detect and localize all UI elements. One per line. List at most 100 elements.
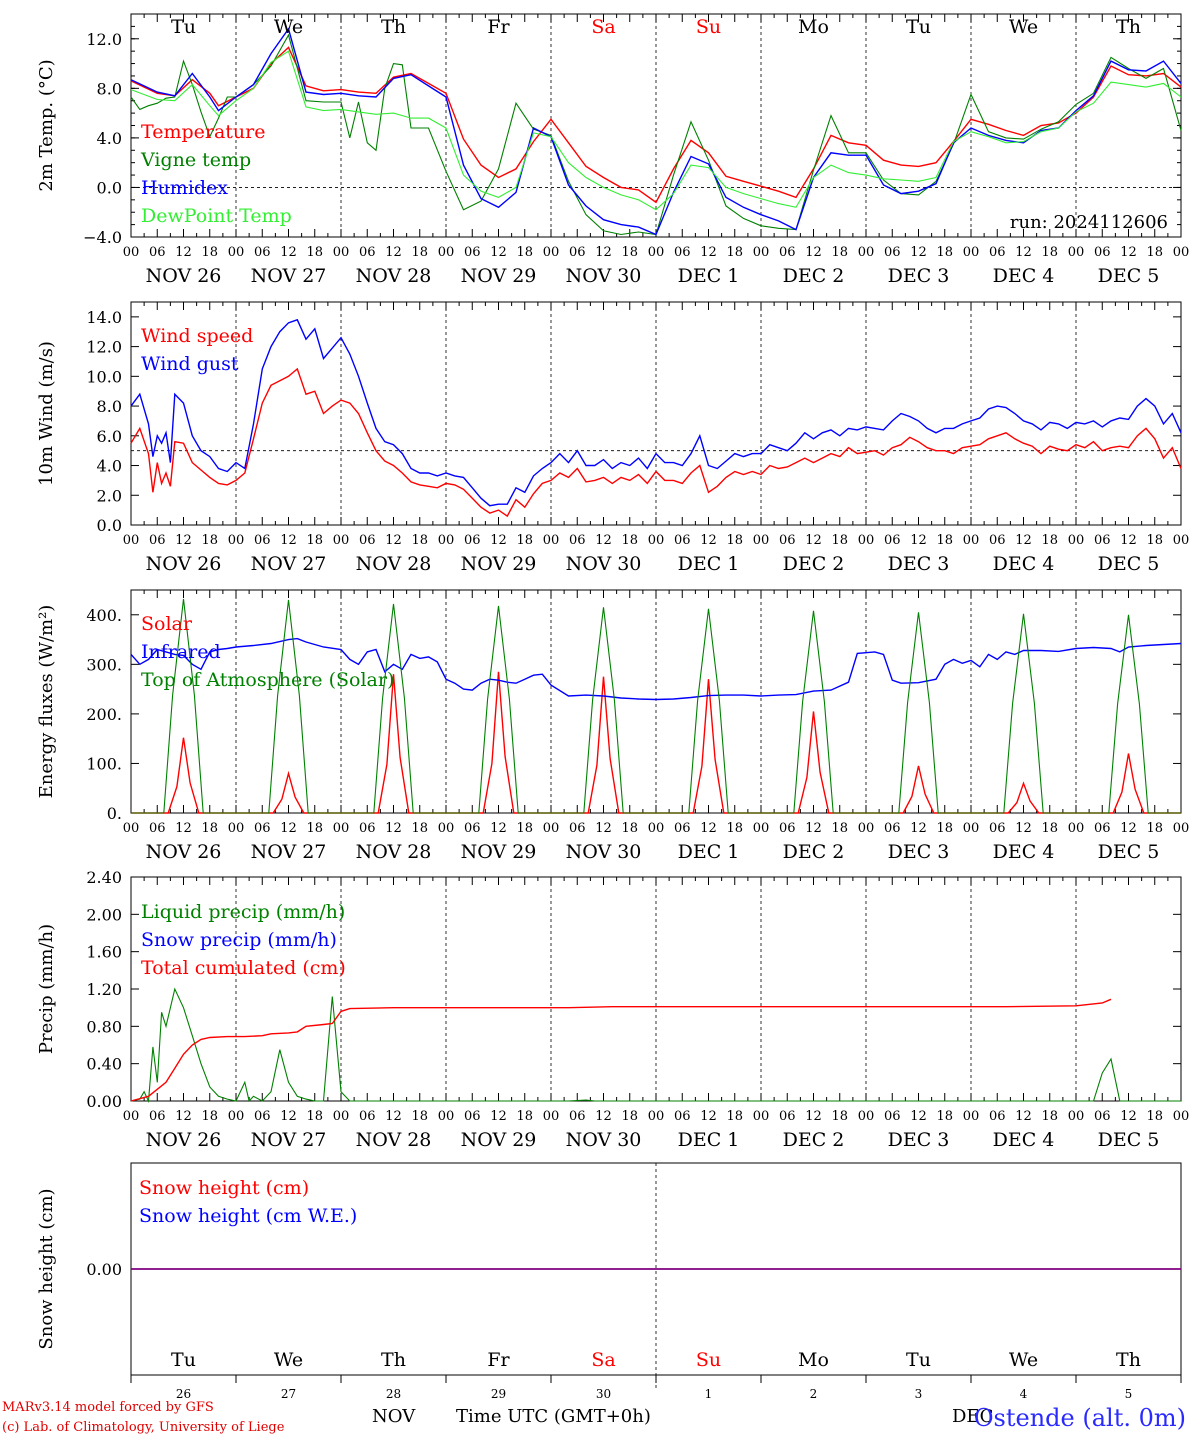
date-label: NOV 27 [251,553,327,575]
hour-label: 06 [359,245,376,260]
date-label: NOV 30 [566,1129,642,1151]
hour-label: 18 [1146,821,1163,836]
hour-label: 12 [1015,533,1032,548]
hour-label: 00 [123,533,140,548]
hour-label: 12 [595,245,612,260]
y-tick-label: 0.40 [86,1055,122,1074]
y-tick-label: 6.0 [97,427,122,446]
date-label: NOV 26 [146,1129,222,1151]
hour-label: 12 [280,1109,297,1124]
date-label: DEC 4 [993,1129,1055,1151]
date-label: DEC 4 [993,553,1055,575]
hour-label: 06 [884,245,901,260]
hour-label: 06 [674,1109,691,1124]
hour-label: 12 [700,821,717,836]
date-label: DEC 3 [888,841,950,863]
hour-label: 00 [438,245,455,260]
hour-label: 12 [805,821,822,836]
hour-label: 00 [228,533,245,548]
hour-label: 06 [989,245,1006,260]
y-axis-label: Precip (mm/h) [36,924,57,1054]
hour-label: 00 [1068,821,1085,836]
hour-label: 12 [700,533,717,548]
hour-label: 00 [648,533,665,548]
date-label: NOV 29 [461,841,537,863]
date-label: DEC 5 [1098,265,1160,287]
day-number-label: 5 [1125,1387,1133,1401]
hour-label: 00 [123,245,140,260]
hour-label: 06 [1094,533,1111,548]
y-tick-label: 1.60 [86,943,122,962]
series-line-dewpoint-temp [130,50,1182,211]
hour-label: 18 [936,245,953,260]
y-tick-label: 2.00 [86,905,122,924]
series-line-liquid-precip-mm-h- [130,987,1181,1104]
hour-label: 18 [1146,533,1163,548]
hour-label: 00 [963,533,980,548]
hour-label: 06 [1094,1109,1111,1124]
hour-label: 06 [674,533,691,548]
hour-label: 06 [254,821,271,836]
hour-label: 00 [858,245,875,260]
legend-entry: Temperature [141,121,265,143]
hour-label: 18 [1041,533,1058,548]
hour-label: 12 [490,821,507,836]
x-axis-title: Time UTC (GMT+0h) [456,1406,651,1427]
weekday-label: Su [696,16,721,38]
hour-label: 06 [779,821,796,836]
date-label: DEC 3 [888,265,950,287]
hour-label: 18 [621,821,638,836]
hour-label: 06 [569,821,586,836]
legend-entry: Total cumulated (cm) [141,957,346,979]
y-tick-label: 300. [86,655,122,674]
hour-label: 06 [779,533,796,548]
hour-label: 06 [464,1109,481,1124]
hour-label: 00 [123,821,140,836]
hour-label: 00 [648,821,665,836]
hour-label: 12 [385,245,402,260]
hour-label: 00 [1173,245,1190,260]
hour-label: 06 [464,533,481,548]
hour-label: 00 [753,1109,770,1124]
hour-label: 12 [805,245,822,260]
hour-label: 00 [543,245,560,260]
hour-label: 18 [516,821,533,836]
date-label: NOV 29 [461,1129,537,1151]
y-tick-label: −4.0 [83,228,122,247]
date-label: DEC 2 [783,841,845,863]
hour-label: 12 [910,533,927,548]
hour-label: 00 [438,821,455,836]
series-line-infrared [130,637,1182,701]
hour-label: 00 [753,245,770,260]
hour-label: 06 [149,821,166,836]
hour-label: 06 [149,1109,166,1124]
series-line-temperature [130,46,1182,204]
y-tick-label: 2.0 [97,486,122,505]
hour-label: 06 [569,533,586,548]
y-tick-label: 1.20 [86,980,122,999]
date-label: DEC 3 [888,553,950,575]
hour-label: 12 [490,1109,507,1124]
y-tick-label: 2.40 [86,868,122,887]
hour-label: 12 [910,821,927,836]
hour-label: 00 [858,1109,875,1124]
hour-label: 12 [280,245,297,260]
weekday-label: Tu [171,16,196,38]
hour-label: 06 [464,245,481,260]
y-tick-label: 400. [86,606,122,625]
hour-label: 00 [438,1109,455,1124]
day-number-label: 1 [705,1387,713,1401]
hour-label: 18 [411,821,428,836]
date-label: NOV 26 [146,265,222,287]
hour-label: 12 [595,821,612,836]
date-label: DEC 2 [783,1129,845,1151]
date-label: NOV 26 [146,841,222,863]
weekday-label: Th [381,1349,406,1371]
weekday-label: Mo [798,1349,829,1371]
legend-entry: Liquid precip (mm/h) [141,901,345,923]
y-tick-label: 8.0 [97,79,122,98]
hour-label: 12 [175,533,192,548]
y-tick-label: 0.00 [86,1092,122,1111]
hour-label: 18 [411,245,428,260]
hour-label: 00 [1068,245,1085,260]
